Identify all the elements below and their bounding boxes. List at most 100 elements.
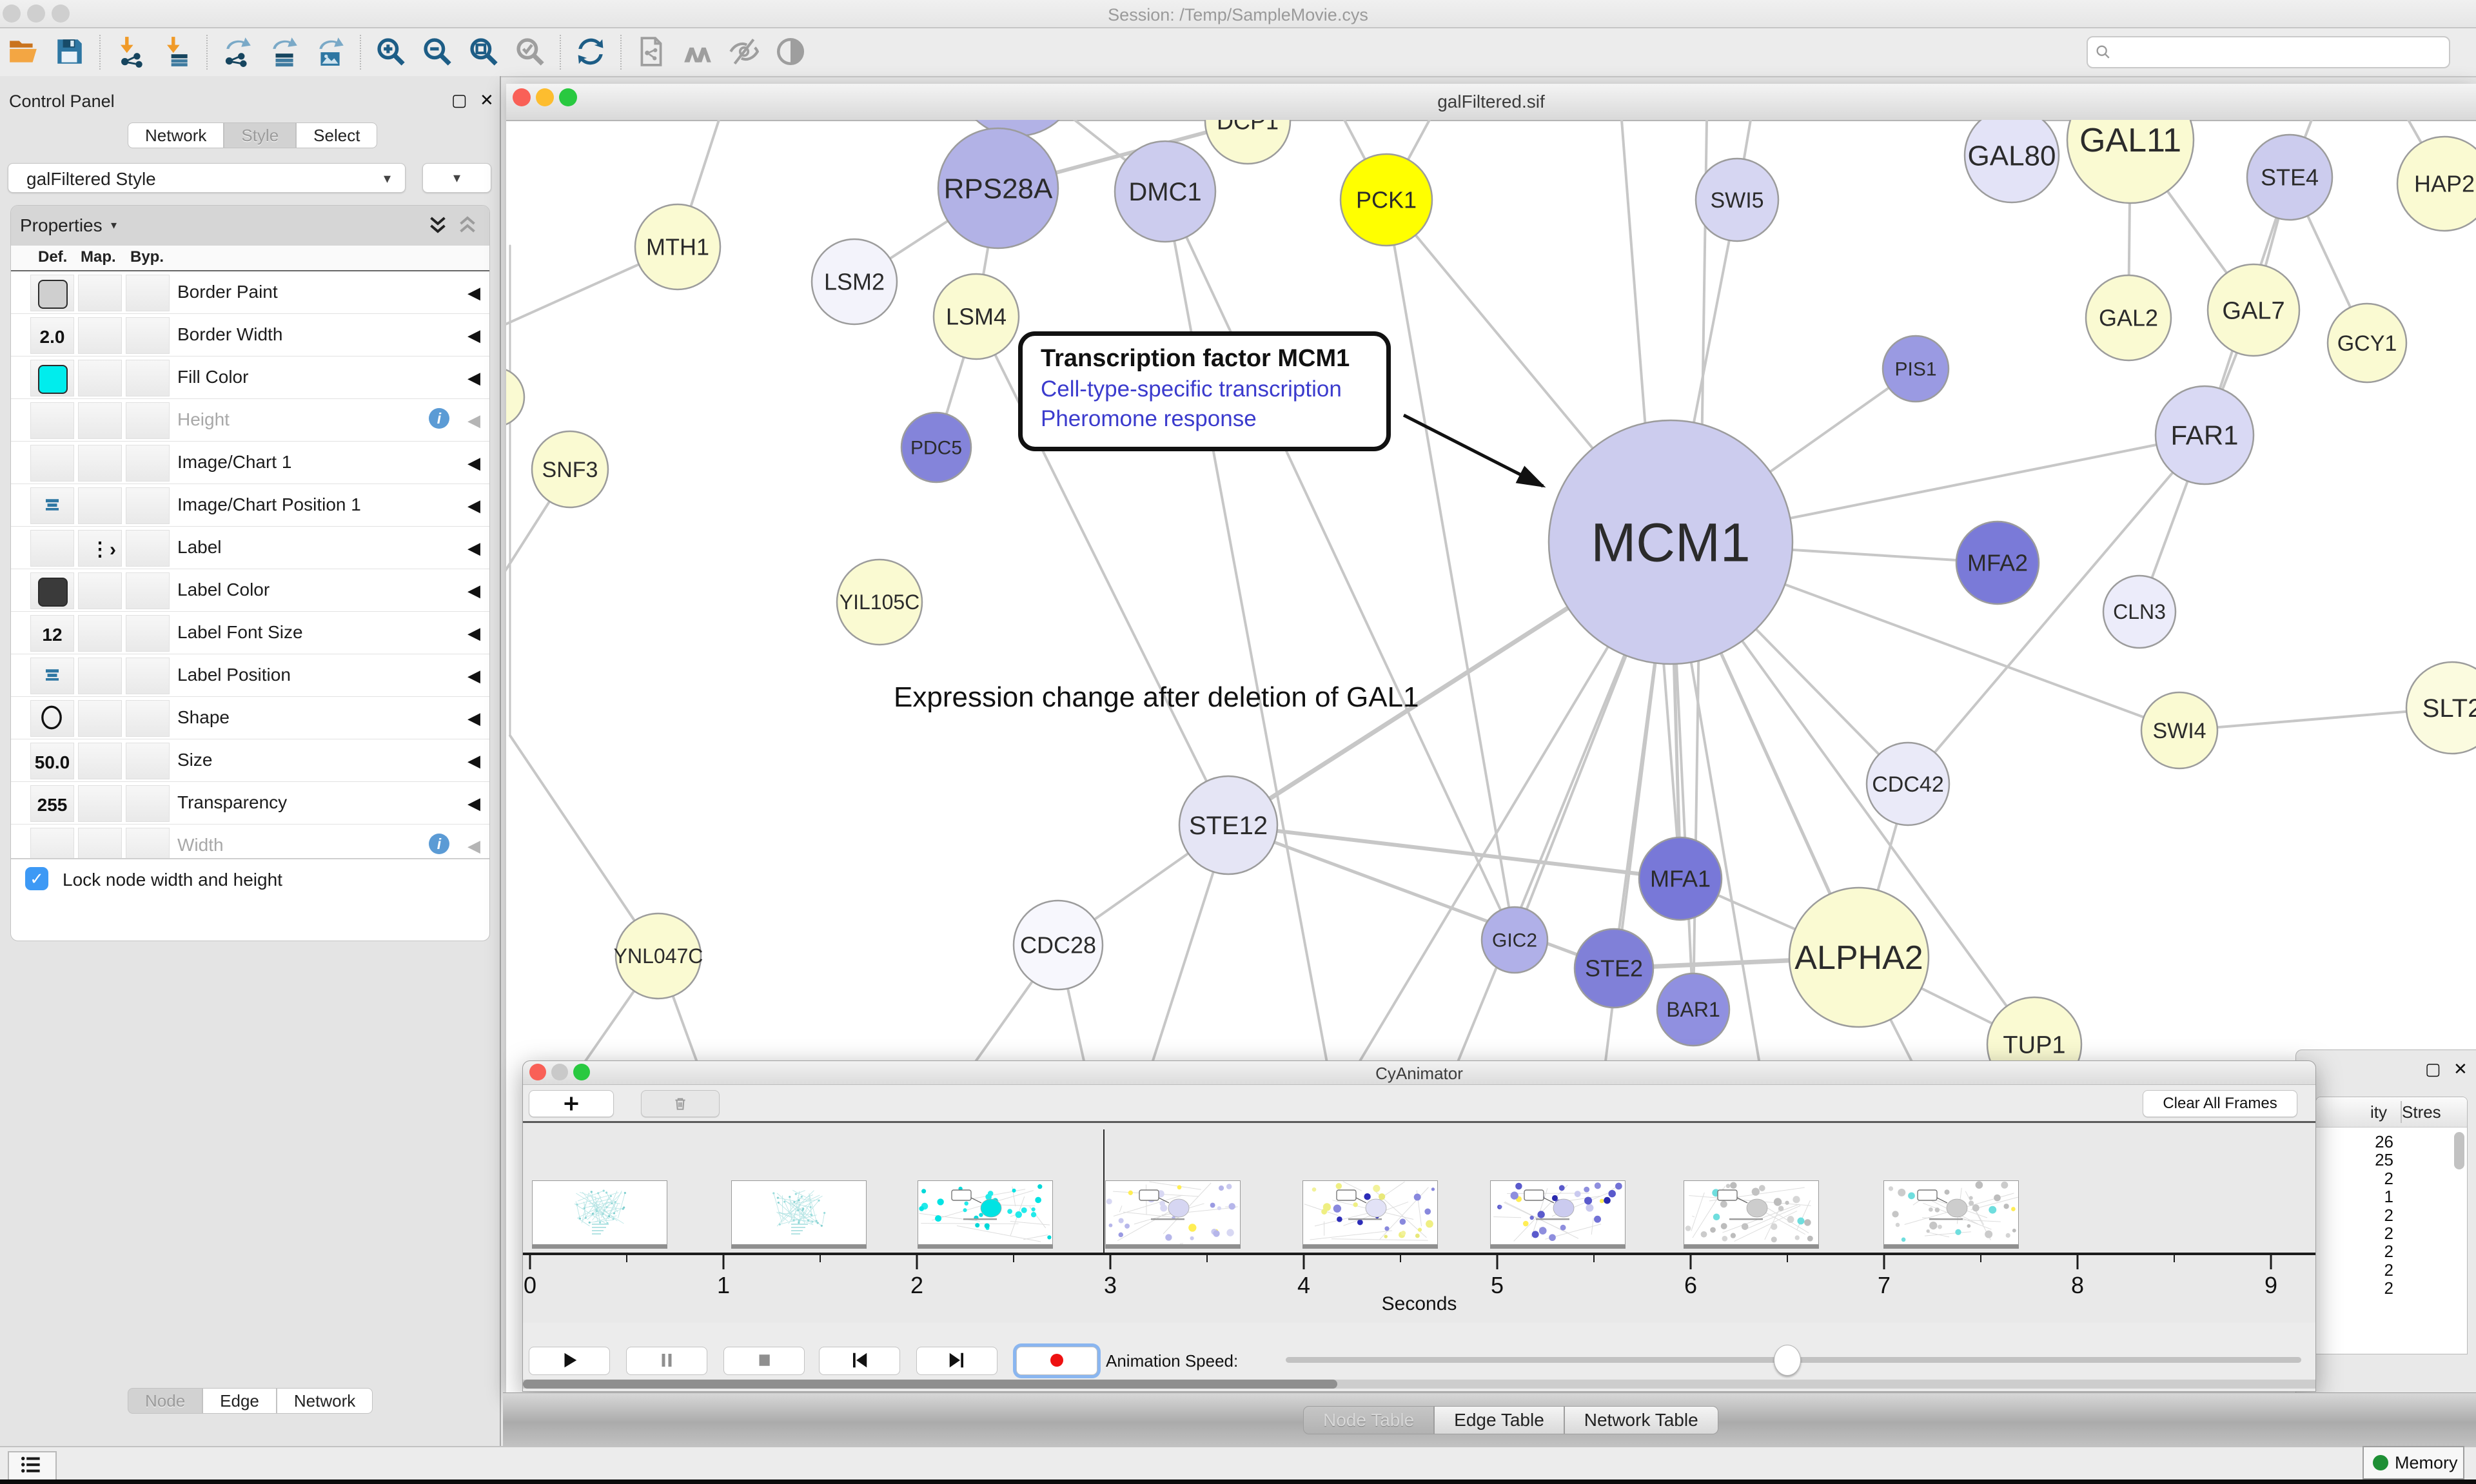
map-cell[interactable]	[78, 785, 122, 822]
byp-cell[interactable]	[126, 360, 170, 396]
add-frame-button[interactable]	[529, 1090, 614, 1117]
close-window-icon[interactable]	[529, 1064, 546, 1080]
tab-network[interactable]: Network	[128, 122, 224, 148]
table-cell[interactable]: 2	[2384, 1224, 2393, 1243]
def-cell[interactable]	[30, 445, 74, 482]
property-row-size[interactable]: 50.0 Size ◀	[11, 739, 489, 782]
expand-arrow-icon[interactable]: ◀	[467, 751, 480, 770]
maximize-window-icon[interactable]	[573, 1064, 590, 1080]
style-options-button[interactable]: ▾	[422, 163, 491, 193]
table-cell[interactable]: 25	[2375, 1150, 2393, 1170]
property-row-label-font-size[interactable]: 12 Label Font Size ◀	[11, 612, 489, 654]
keyframe-thumbnail-2[interactable]	[731, 1180, 867, 1245]
expand-arrow-icon[interactable]: ◀	[467, 411, 480, 430]
lock-size-checkbox[interactable]: ✓	[25, 867, 48, 890]
table-cell[interactable]: 26	[2375, 1132, 2393, 1151]
record-button[interactable]	[1016, 1347, 1097, 1375]
network-node-lsm2[interactable]	[811, 238, 898, 326]
property-row-border-paint[interactable]: Border Paint ◀	[11, 271, 489, 314]
table-column-header[interactable]: ity	[2370, 1102, 2387, 1122]
map-cell[interactable]	[78, 615, 122, 652]
network-node-ste4[interactable]	[2246, 133, 2334, 221]
column-divider[interactable]	[2401, 1101, 2402, 1123]
expand-arrow-icon[interactable]: ◀	[467, 368, 480, 387]
map-cell[interactable]	[78, 658, 122, 694]
maximize-window-icon[interactable]	[559, 88, 577, 106]
expand-arrow-icon[interactable]: ◀	[467, 496, 480, 515]
expand-arrow-icon[interactable]: ◀	[467, 283, 480, 302]
def-cell[interactable]	[30, 275, 74, 311]
byp-cell[interactable]	[126, 317, 170, 354]
table-column-header[interactable]: Stres	[2402, 1102, 2441, 1122]
open-file-icon[interactable]	[5, 34, 41, 70]
bottom-tab-edge[interactable]: Edge	[202, 1388, 277, 1414]
map-cell[interactable]: ⋮›	[78, 530, 122, 567]
network-node-gal11[interactable]	[2066, 120, 2195, 204]
import-table-icon[interactable]	[159, 34, 195, 70]
def-cell[interactable]	[30, 360, 74, 396]
export-table-icon[interactable]	[266, 34, 302, 70]
byp-cell[interactable]	[126, 700, 170, 737]
table-scrollbar[interactable]	[2454, 1131, 2464, 1350]
network-node-snf3[interactable]	[531, 430, 609, 509]
def-cell[interactable]: 2.0	[30, 317, 74, 354]
network-edge[interactable]	[1385, 199, 1516, 941]
property-row-image-chart-1[interactable]: Image/Chart 1 ◀	[11, 442, 489, 484]
info-icon[interactable]: i	[429, 408, 449, 429]
map-cell[interactable]	[78, 487, 122, 524]
style-select[interactable]: galFiltered Style ▾	[8, 163, 406, 193]
float-panel-icon[interactable]: ▢	[451, 90, 467, 110]
def-cell[interactable]	[30, 402, 74, 439]
map-cell[interactable]	[78, 572, 122, 609]
property-row-shape[interactable]: Shape ◀	[11, 697, 489, 739]
network-node-gal80[interactable]	[1963, 120, 2060, 204]
search-input[interactable]	[2119, 40, 2437, 63]
network-node-swi4[interactable]	[2140, 691, 2219, 770]
close-panel-icon[interactable]: ✕	[2453, 1059, 2468, 1079]
network-node-rps28a[interactable]	[937, 127, 1059, 249]
property-row-transparency[interactable]: 255 Transparency ◀	[11, 782, 489, 825]
network-node-lsm4[interactable]	[932, 273, 1020, 360]
byp-cell[interactable]	[126, 275, 170, 311]
expand-arrow-icon[interactable]: ◀	[467, 794, 480, 813]
network-node-cdc28[interactable]	[1012, 899, 1104, 991]
network-edge[interactable]	[1907, 434, 2206, 785]
network-node-mcm1[interactable]	[1548, 419, 1794, 665]
refresh-layout-icon[interactable]	[573, 34, 609, 70]
keyframe-thumbnail-7[interactable]	[1684, 1180, 1819, 1245]
map-cell[interactable]	[78, 360, 122, 396]
property-row-fill-color[interactable]: Fill Color ◀	[11, 356, 489, 399]
property-row-border-width[interactable]: 2.0 Border Width ◀	[11, 314, 489, 356]
tab-network-table[interactable]: Network Table	[1564, 1406, 1718, 1434]
table-cell[interactable]: 1	[2384, 1187, 2393, 1207]
tab-edge-table[interactable]: Edge Table	[1434, 1406, 1564, 1434]
map-cell[interactable]	[78, 317, 122, 354]
export-network-icon[interactable]	[219, 34, 255, 70]
byp-cell[interactable]	[126, 530, 170, 567]
property-row-label[interactable]: ⋮› Label ◀	[11, 527, 489, 569]
network-node-slt2[interactable]	[2405, 661, 2476, 755]
network-edge[interactable]	[509, 734, 660, 957]
play-button[interactable]	[529, 1347, 610, 1375]
stop-button[interactable]	[723, 1347, 805, 1375]
expand-arrow-icon[interactable]: ◀	[467, 538, 480, 558]
map-cell[interactable]	[78, 275, 122, 311]
float-panel-icon[interactable]: ▢	[2425, 1059, 2441, 1079]
property-row-height[interactable]: Height i ◀	[11, 399, 489, 442]
info-icon[interactable]: i	[429, 834, 449, 854]
export-image-icon[interactable]	[312, 34, 348, 70]
byp-cell[interactable]	[126, 615, 170, 652]
expand-arrow-icon[interactable]: ◀	[467, 453, 480, 473]
task-history-button[interactable]	[8, 1451, 57, 1481]
network-node-yil105c[interactable]	[836, 558, 923, 646]
annotation-link[interactable]: Pheromone response	[1041, 406, 1257, 431]
network-node-ynl047c[interactable]	[614, 912, 702, 1000]
zoom-in-icon[interactable]	[373, 34, 409, 70]
table-cell[interactable]: 2	[2384, 1278, 2393, 1298]
expand-arrow-icon[interactable]: ◀	[467, 666, 480, 685]
tab-style[interactable]: Style	[224, 122, 297, 148]
import-network-icon[interactable]	[112, 34, 148, 70]
table-cell[interactable]: 2	[2384, 1168, 2393, 1188]
cyanimator-titlebar[interactable]: CyAnimator	[523, 1061, 2315, 1085]
keyframe-thumbnail-8[interactable]	[1883, 1180, 2019, 1245]
